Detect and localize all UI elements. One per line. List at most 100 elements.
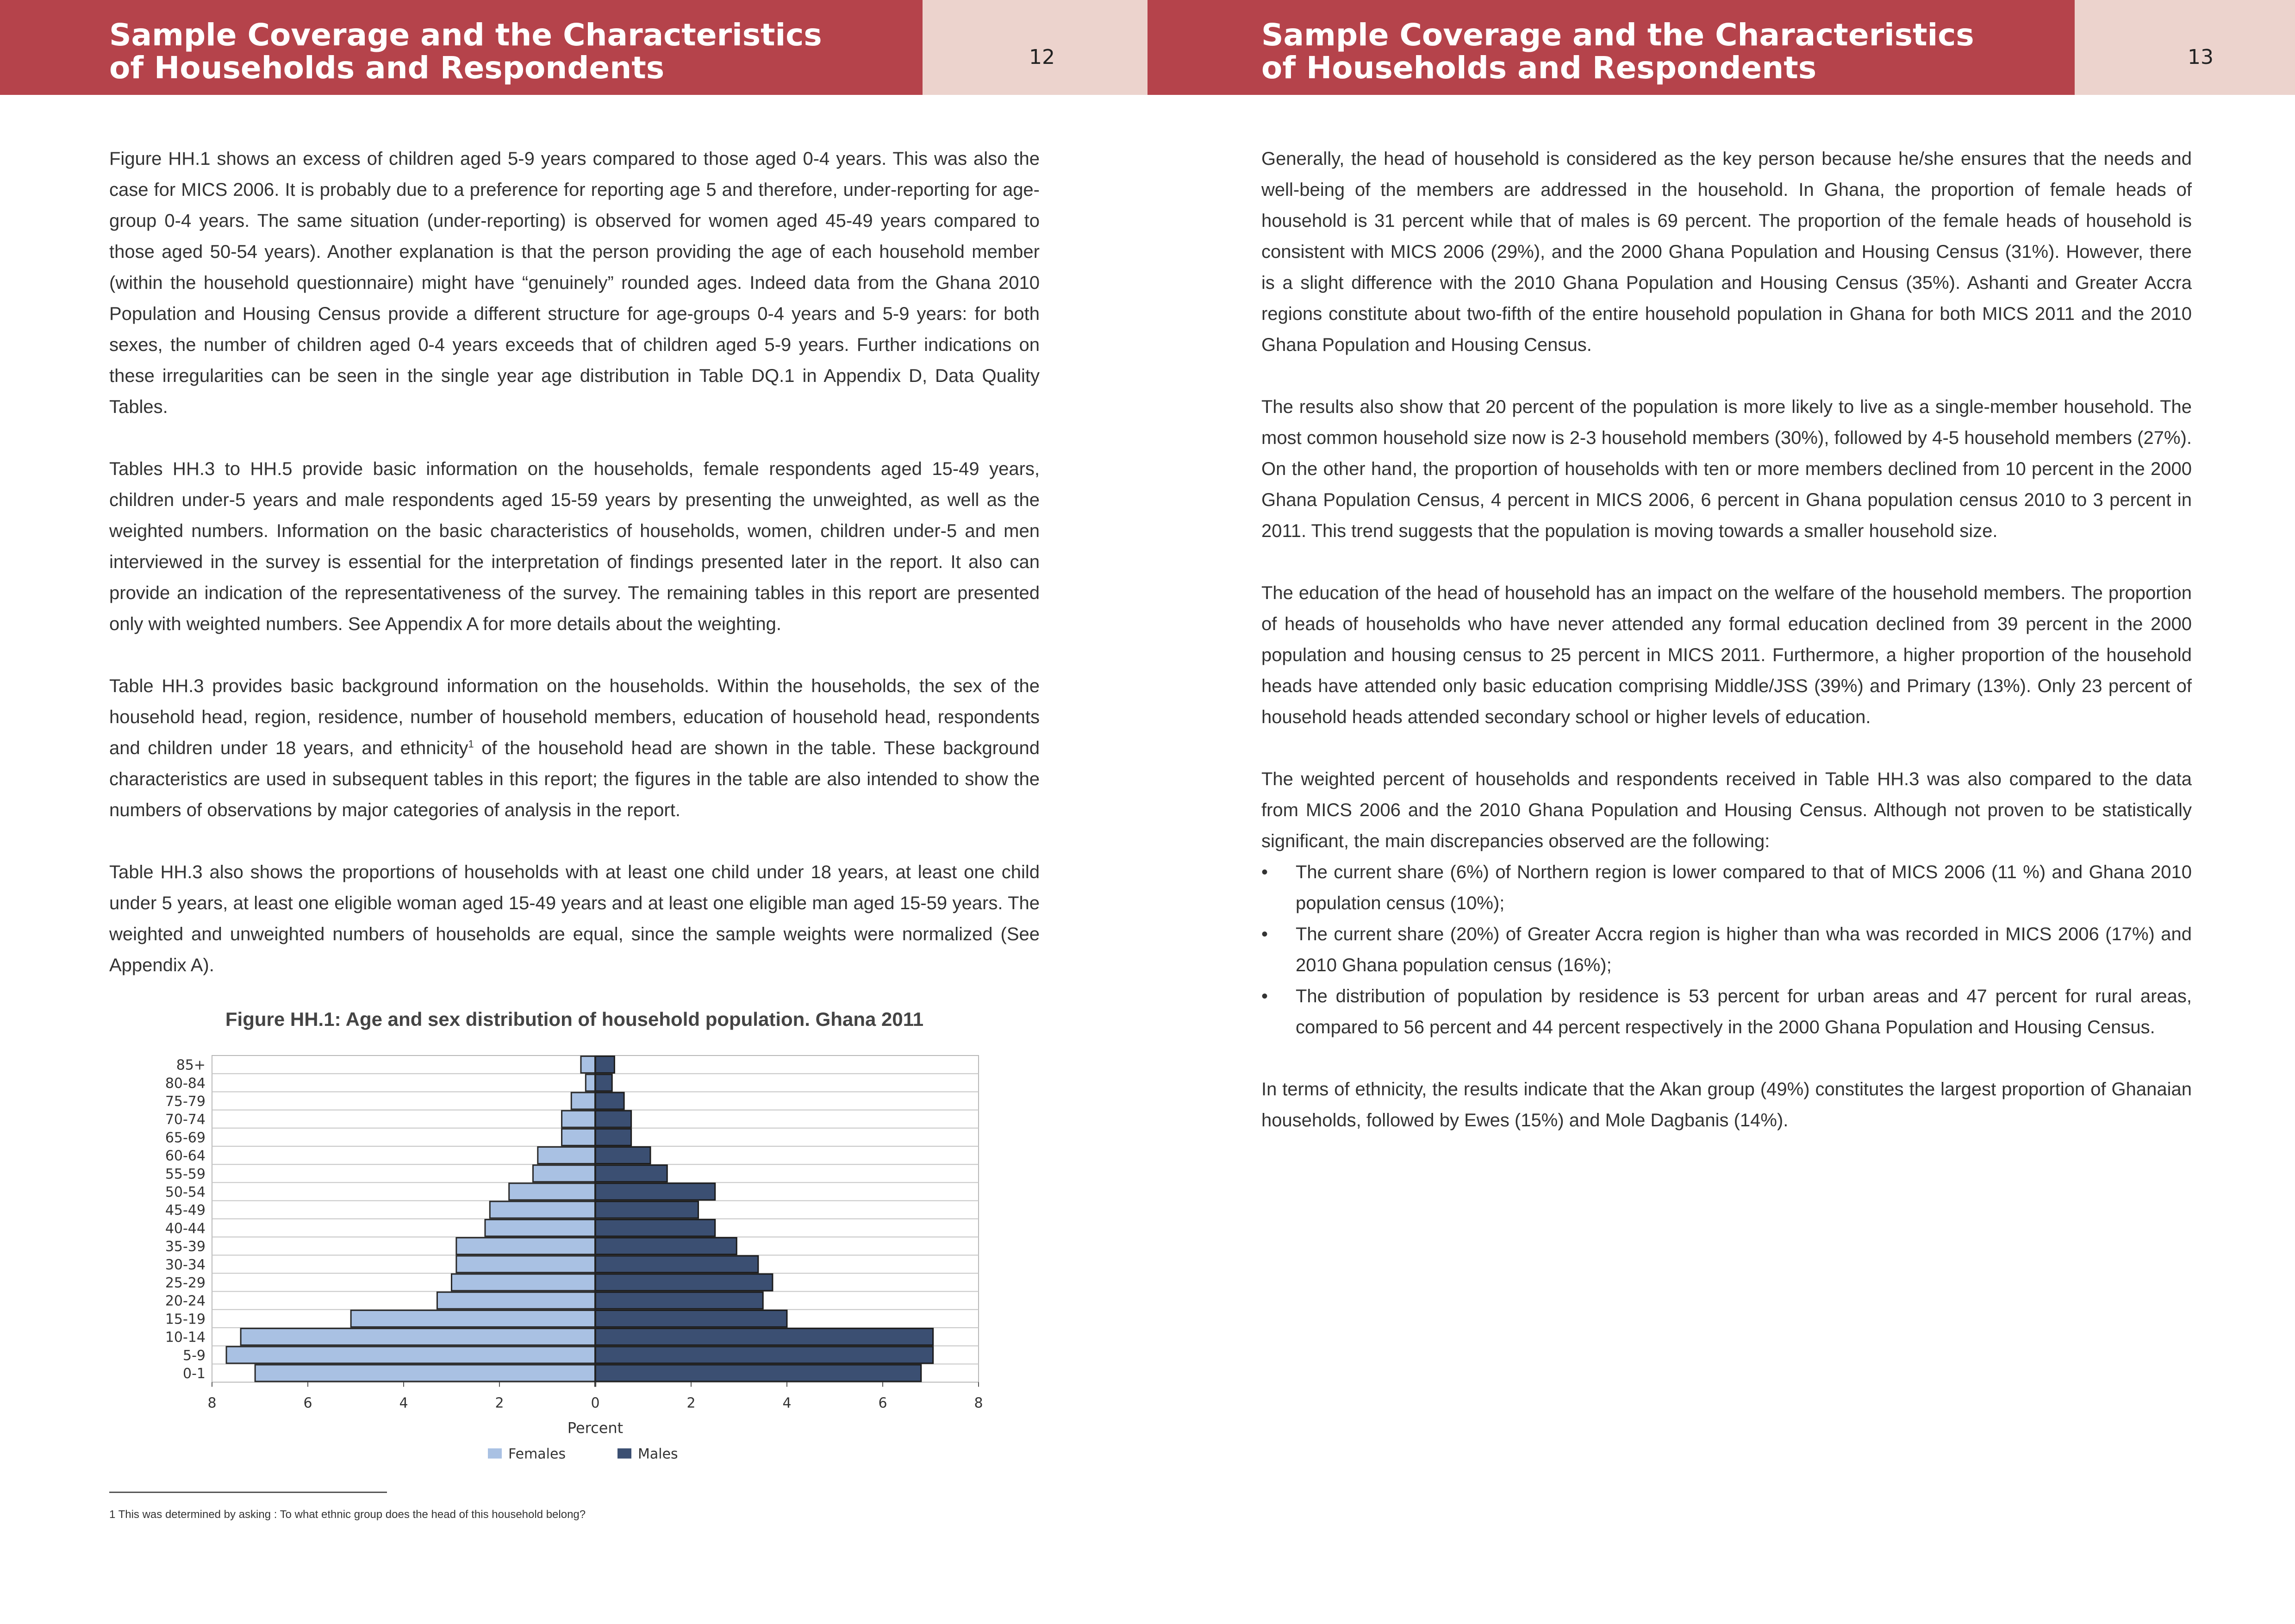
bar-males (594, 1364, 922, 1382)
x-tick-label: 2 (686, 1395, 695, 1412)
paragraph-text: of the household head are shown in the t… (109, 738, 1040, 820)
bar-males (594, 1346, 934, 1364)
header-title: Sample Coverage and the Characteristics … (1261, 17, 1974, 86)
legend-swatch-males (617, 1448, 631, 1459)
y-tick-label: 30-34 (165, 1257, 206, 1273)
y-tick-label: 40-44 (165, 1220, 206, 1237)
page-number: 13 (2188, 45, 2214, 69)
legend-swatch-females (488, 1448, 502, 1459)
bar-males (594, 1128, 632, 1146)
bar-females (580, 1056, 596, 1074)
bar-females (585, 1074, 596, 1092)
x-tick-label: 0 (591, 1395, 599, 1412)
page-header: Sample Coverage and the Characteristics … (1148, 0, 2295, 95)
bar-females (537, 1146, 596, 1165)
paragraph: The education of the head of household h… (1261, 583, 2192, 727)
bar-females (254, 1364, 596, 1382)
legend-label-females: Females (508, 1446, 566, 1462)
bar-females (570, 1092, 596, 1110)
page-header: Sample Coverage and the Characteristics … (0, 0, 1148, 95)
y-tick-label: 75-79 (165, 1093, 206, 1110)
bar-females (561, 1110, 596, 1128)
x-tick-label: 6 (303, 1395, 312, 1412)
bar-males (594, 1110, 632, 1128)
bar-males (594, 1273, 773, 1292)
x-tick-label: 8 (974, 1395, 983, 1412)
y-tick-label: 25-29 (165, 1275, 206, 1291)
y-tick-label: 15-19 (165, 1311, 206, 1327)
population-pyramid-chart: 85+80-8475-7970-7465-6960-6455-5950-5445… (165, 1055, 983, 1462)
bar-females (436, 1291, 596, 1310)
y-tick-label: 35-39 (165, 1239, 206, 1255)
figure-title: Figure HH.1: Age and sex distribution of… (225, 1008, 924, 1030)
page-right: Sample Coverage and the Characteristics … (1148, 0, 2295, 1624)
bar-males (594, 1146, 651, 1165)
bar-males (594, 1218, 716, 1237)
paragraph: The results also show that 20 percent of… (1261, 397, 2192, 541)
y-tick-label: 55-59 (165, 1166, 206, 1182)
bar-males (594, 1164, 668, 1183)
paragraph: In terms of ethnicity, the results indic… (1261, 1079, 2192, 1131)
y-tick-label: 5-9 (183, 1348, 206, 1364)
list-item: The current share (6%) of Northern regio… (1261, 857, 2192, 919)
bar-females (508, 1182, 596, 1201)
bar-females (489, 1200, 596, 1219)
header-title: Sample Coverage and the Characteristics … (109, 17, 822, 86)
paragraph: Table HH.3 also shows the proportions of… (109, 862, 1040, 975)
y-tick-label: 20-24 (165, 1293, 206, 1309)
list-item: The distribution of population by reside… (1261, 981, 2192, 1043)
paragraph: The weighted percent of households and r… (1261, 769, 2192, 851)
y-tick-label: 70-74 (165, 1112, 206, 1128)
bar-males (594, 1182, 716, 1201)
header-title-box: Sample Coverage and the Characteristics … (0, 0, 923, 95)
y-tick-label: 60-64 (165, 1148, 206, 1164)
bar-females (225, 1346, 596, 1364)
bar-males (594, 1291, 764, 1310)
list-item: The current share (20%) of Greater Accra… (1261, 919, 2192, 981)
bar-males (594, 1200, 699, 1219)
footnote-mark: 1 (468, 738, 474, 750)
paragraph: Tables HH.3 to HH.5 provide basic inform… (109, 459, 1040, 634)
x-tick-label: 2 (495, 1395, 504, 1412)
paragraph-ethnicity: Table HH.3 provides basic background inf… (109, 671, 1040, 826)
bar-females (484, 1218, 596, 1237)
x-tick-label: 8 (207, 1395, 216, 1412)
bar-females (350, 1309, 596, 1328)
footnote-divider (109, 1492, 387, 1493)
header-page-number-box: 13 (2075, 0, 2295, 95)
y-tick-label: 45-49 (165, 1202, 206, 1218)
bar-males (594, 1309, 788, 1328)
bar-females (561, 1128, 596, 1146)
bar-males (594, 1074, 613, 1092)
y-tick-label: 80-84 (165, 1075, 206, 1092)
bar-males (594, 1056, 615, 1074)
paragraph: Figure HH.1 shows an excess of children … (109, 149, 1040, 417)
header-title-box: Sample Coverage and the Characteristics … (1148, 0, 2075, 95)
y-tick-label: 65-69 (165, 1130, 206, 1146)
bar-females (240, 1328, 596, 1346)
x-axis-label: Percent (568, 1419, 623, 1437)
x-tick-label: 4 (782, 1395, 791, 1412)
bar-females (455, 1255, 596, 1274)
bar-males (594, 1237, 737, 1255)
paragraph: Generally, the head of household is cons… (1261, 149, 2192, 355)
page-left: Sample Coverage and the Characteristics … (0, 0, 1148, 1521)
x-tick-label: 6 (878, 1395, 887, 1412)
bar-females (455, 1237, 596, 1255)
paragraph-text: Table HH.3 provides basic background inf… (109, 676, 1040, 758)
y-tick-label: 50-54 (165, 1184, 206, 1200)
y-tick-label: 0-1 (183, 1366, 206, 1382)
bar-females (451, 1273, 596, 1292)
bar-males (594, 1328, 934, 1346)
discrepancy-list: The current share (6%) of Northern regio… (1261, 857, 2192, 1043)
page-number: 12 (1029, 45, 1055, 69)
x-tick-label: 4 (399, 1395, 408, 1412)
legend-label-males: Males (638, 1446, 678, 1462)
left-body-text: Figure HH.1 shows an excess of children … (109, 144, 1040, 1012)
y-tick-label: 10-14 (165, 1330, 206, 1346)
bar-males (594, 1255, 759, 1274)
header-page-number-box: 12 (923, 0, 1148, 95)
bar-males (594, 1092, 625, 1110)
footnote: 1 This was determined by asking : To wha… (109, 1508, 586, 1521)
bar-females (532, 1164, 596, 1183)
